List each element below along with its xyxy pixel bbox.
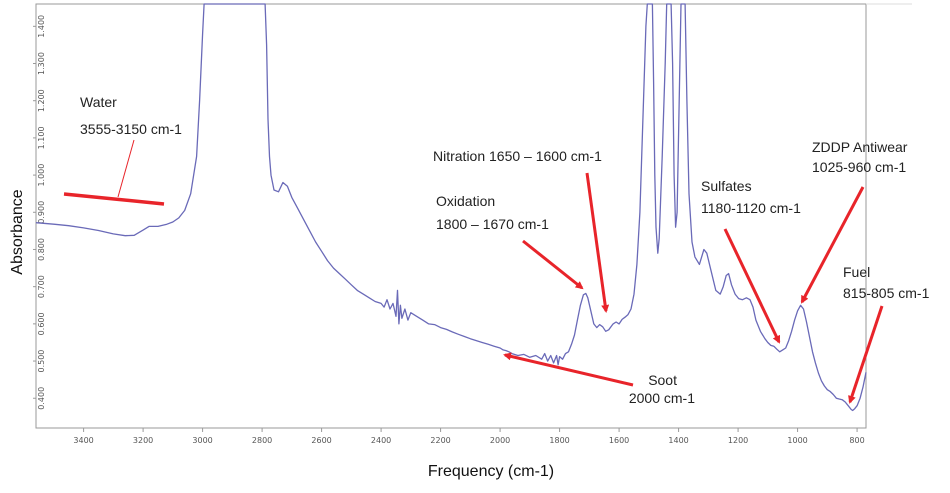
x-tick-label: 3200 <box>133 436 153 445</box>
x-tick-label: 2800 <box>252 436 272 445</box>
annotation-oxidation-range: 1800 – 1670 cm-1 <box>436 216 549 232</box>
annotation-oxidation-arrow <box>522 239 584 290</box>
annotation-zddp-range: 1025-960 cm-1 <box>812 159 906 175</box>
annotation-soot-range: 2000 cm-1 <box>629 390 695 406</box>
x-tick-label: 2200 <box>430 436 450 445</box>
y-tick-label: 1.000 <box>37 164 46 187</box>
x-tick-label: 1000 <box>787 436 807 445</box>
plot-area <box>35 3 867 429</box>
annotation-fuel-label: Fuel <box>843 264 870 280</box>
annotation-nitration-arrow <box>585 172 610 313</box>
y-tick-label: 1.400 <box>37 15 46 38</box>
y-tick-label: 1.200 <box>37 89 46 112</box>
annotation-zddp-arrow <box>800 186 865 304</box>
x-tick-label: 2600 <box>311 436 331 445</box>
x-axis-ticks: 3400 3200 3000 2800 2600 2400 2200 2000 1800 1600… <box>73 428 865 445</box>
annotation-fuel-arrow <box>848 305 884 404</box>
annotation-sulfates-arrow <box>723 228 781 344</box>
y-tick-label: 1.300 <box>37 52 46 75</box>
annotation-water-leader <box>117 139 135 198</box>
annotation-soot-arrow <box>503 352 634 387</box>
y-axis-label: Absorbance <box>9 189 26 274</box>
annotation-oxidation-label: Oxidation <box>436 193 495 209</box>
y-tick-label: 0.600 <box>37 312 46 335</box>
y-tick-label: 1.100 <box>37 126 46 149</box>
x-axis-label: Frequency (cm-1) <box>428 463 554 480</box>
annotation-sulfates-label: Sulfates <box>701 178 752 194</box>
y-tick-label: 0.400 <box>37 387 46 410</box>
annotation-water: Water 3555-3150 cm-1 <box>63 94 182 206</box>
x-tick-label: 1400 <box>668 436 688 445</box>
x-tick-label: 800 <box>849 436 864 445</box>
annotation-oxidation: Oxidation 1800 – 1670 cm-1 <box>436 193 584 290</box>
annotation-fuel: Fuel 815-805 cm-1 <box>843 264 930 404</box>
x-tick-label: 1200 <box>728 436 748 445</box>
annotation-water-bar <box>63 192 165 206</box>
annotation-water-range: 3555-3150 cm-1 <box>80 121 182 137</box>
annotation-sulfates: Sulfates 1180-1120 cm-1 <box>701 178 801 344</box>
annotation-nitration-label: Nitration 1650 – 1600 cm-1 <box>433 148 602 164</box>
annotation-fuel-range: 815-805 cm-1 <box>843 285 930 301</box>
x-tick-label: 3000 <box>192 436 212 445</box>
annotation-zddp-label: ZDDP Antiwear <box>812 139 908 155</box>
x-tick-label: 2000 <box>490 436 510 445</box>
x-tick-label: 1800 <box>549 436 569 445</box>
annotation-nitration: Nitration 1650 – 1600 cm-1 <box>433 148 610 313</box>
y-tick-label: 0.500 <box>37 350 46 373</box>
annotation-sulfates-range: 1180-1120 cm-1 <box>701 200 801 216</box>
annotation-water-label: Water <box>80 94 117 110</box>
y-tick-label: 0.700 <box>37 275 46 298</box>
annotation-soot: Soot 2000 cm-1 <box>503 352 695 406</box>
y-tick-label: 0.900 <box>37 201 46 224</box>
x-tick-label: 2400 <box>371 436 391 445</box>
x-tick-label: 1600 <box>609 436 629 445</box>
annotation-zddp: ZDDP Antiwear 1025-960 cm-1 <box>800 139 908 304</box>
spectrum-line <box>35 3 867 412</box>
y-axis-ticks: 0.400 0.500 0.600 0.700 0.800 0.900 1.000 1.100… <box>33 15 46 410</box>
x-tick-label: 3400 <box>73 436 93 445</box>
y-tick-label: 0.800 <box>37 238 46 261</box>
annotation-soot-label: Soot <box>648 372 677 388</box>
